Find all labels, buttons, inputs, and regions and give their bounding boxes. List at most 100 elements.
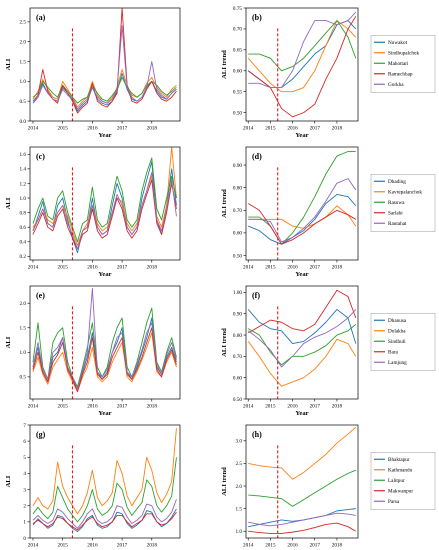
x-tick-label: 2014 xyxy=(28,543,39,549)
series-line-d-5 xyxy=(248,178,357,243)
y-tick-label: 1.0 xyxy=(20,350,27,356)
plot-frame xyxy=(245,285,359,400)
series-line-h-5 xyxy=(248,512,356,527)
y-axis-label: ALI xyxy=(5,58,12,70)
legend-label: Rautahat xyxy=(388,221,407,227)
x-tick-label: 2016 xyxy=(287,543,298,549)
y-tick-label: 5 xyxy=(23,455,26,461)
x-tick-label: 2016 xyxy=(87,265,98,271)
y-axis-label: ALI xyxy=(5,197,12,209)
legend-label: Makwanpur xyxy=(388,489,413,495)
legend-label: Dolakha xyxy=(388,329,406,335)
y-tick-label: 3 xyxy=(23,487,26,493)
y-axis-label: ALI trend xyxy=(221,328,228,357)
legend-label: Nuwakot xyxy=(388,40,408,46)
series-line-b-4 xyxy=(247,16,357,118)
legend-label: Lalitpur xyxy=(388,478,405,484)
x-axis-label: Year xyxy=(295,271,308,278)
panel-c: 2014 2015 2016 2017 2018 0.2 0.4 0.6 0.8 1.0 1.2 1.… xyxy=(5,146,181,278)
series-line-h-4 xyxy=(248,522,357,534)
x-tick-label: 2018 xyxy=(332,404,343,410)
x-tick-label: 2017 xyxy=(310,404,321,410)
legend-label: Sindhupalchok xyxy=(388,51,420,57)
legend-label: Kathmandu xyxy=(388,468,413,474)
plot-frame xyxy=(29,7,181,122)
series-line-a-4 xyxy=(32,8,177,114)
plot-frame xyxy=(245,424,359,539)
x-tick-label: 2016 xyxy=(87,126,98,132)
series-line-a-5 xyxy=(32,25,177,110)
x-tick-label: 2017 xyxy=(117,265,128,271)
x-tick-label: 2014 xyxy=(243,543,254,549)
legend-label: Sindhuli xyxy=(388,339,406,345)
x-tick-label: 2016 xyxy=(87,543,98,549)
x-tick-label: 2018 xyxy=(147,543,158,549)
series-line-b-3 xyxy=(248,20,357,72)
series-line-g-3 xyxy=(32,457,177,523)
x-axis-label: Year xyxy=(295,132,308,139)
y-tick-label: 0.50 xyxy=(233,397,242,403)
y-tick-label: 6 xyxy=(23,439,26,445)
series-line-g-1 xyxy=(32,508,177,532)
series-line-e-4 xyxy=(32,327,177,393)
x-tick-label: 2014 xyxy=(243,126,254,132)
legend-label: Bhaktapur xyxy=(388,457,410,463)
legend-h: Bhaktapur Kathmandu Lalitpur Makwanpur Parsa xyxy=(370,452,436,510)
x-tick-label: 2018 xyxy=(147,404,158,410)
x-axis-label: Year xyxy=(98,410,111,417)
y-tick-label: 2.5 xyxy=(236,461,243,467)
y-tick-label: 1.00 xyxy=(233,290,242,296)
x-tick-label: 2018 xyxy=(332,543,343,549)
y-axis-label: ALI trend xyxy=(221,189,228,218)
x-tick-label: 2015 xyxy=(57,126,68,132)
legend-box xyxy=(370,452,436,510)
panel-f: 2014 2015 2016 2017 2018 0.50 0.60 0.70 0.80 0.90… xyxy=(221,285,436,417)
y-tick-label: 0.80 xyxy=(233,185,242,191)
series-line-d-3 xyxy=(248,151,356,245)
y-tick-label: 2 xyxy=(23,504,26,510)
legend-box xyxy=(370,313,436,371)
x-tick-label: 2018 xyxy=(332,265,343,271)
legend-label: Parsa xyxy=(388,499,400,505)
x-tick-label: 2018 xyxy=(147,265,158,271)
y-tick-label: 1.2 xyxy=(20,181,27,187)
y-tick-label: 1.0 xyxy=(20,196,27,202)
legend-box xyxy=(370,174,436,232)
y-tick-label: 2.5 xyxy=(20,20,27,26)
legend-label: Kavrepalanchok xyxy=(388,190,422,196)
series-line-h-2 xyxy=(248,426,357,480)
x-tick-label: 2015 xyxy=(265,126,276,132)
series-line-h-3 xyxy=(248,469,356,507)
y-axis-label: ALI trend xyxy=(221,50,228,79)
y-tick-label: 0.50 xyxy=(233,253,242,259)
panel-e: 2014 2015 2016 2017 2018 0.5 1.0 1.5 2.0 Year ALI (… xyxy=(5,285,181,417)
legend-label: Ramechhap xyxy=(388,72,413,78)
series-line-f-1 xyxy=(247,309,357,345)
panel-label: (a) xyxy=(36,13,46,22)
panel-label: (c) xyxy=(36,152,45,161)
series-line-d-4 xyxy=(247,203,357,245)
y-tick-label: 0.2 xyxy=(20,254,27,260)
y-tick-label: 0 xyxy=(23,536,26,542)
legend-label: Mahottari xyxy=(388,61,409,67)
y-tick-label: 2.0 xyxy=(236,484,243,490)
panel-label: (h) xyxy=(252,430,262,439)
series-line-g-4 xyxy=(32,511,177,531)
x-tick-label: 2018 xyxy=(332,126,343,132)
y-tick-label: 0.6 xyxy=(20,225,27,231)
series-line-b-5 xyxy=(248,11,357,88)
x-tick-label: 2016 xyxy=(287,404,298,410)
y-tick-label: 0.70 xyxy=(233,208,242,214)
y-tick-label: 0.70 xyxy=(233,354,242,360)
y-tick-label: 0.65 xyxy=(233,48,242,54)
series-line-f-5 xyxy=(247,309,357,368)
series-line-c-3 xyxy=(32,157,177,243)
y-tick-label: 2.0 xyxy=(20,40,27,46)
x-axis-label: Year xyxy=(295,410,308,417)
legend-label: Gorkha xyxy=(388,82,404,88)
y-tick-label: 0.90 xyxy=(233,312,242,318)
legend-b: Nuwakot Sindhupalchok Mahottari Ramechhap Go… xyxy=(370,35,436,93)
y-tick-label: 0.60 xyxy=(233,69,242,75)
legend-box xyxy=(370,35,436,93)
